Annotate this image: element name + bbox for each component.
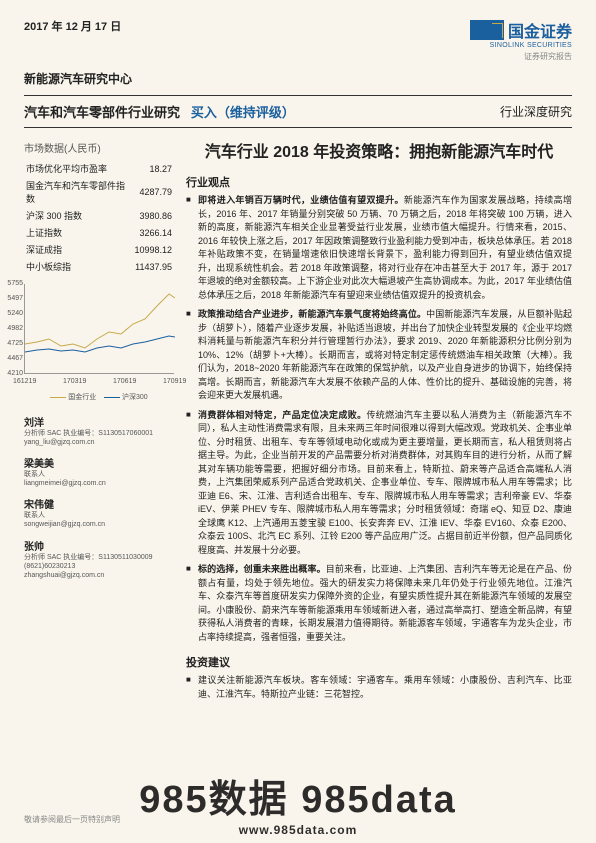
chart-legend: 国金行业 沪深300 [24, 392, 174, 402]
list-item: 建议关注新能源汽车板块。客车领域：宇通客车。乘用车领域：小康股份、吉利汽车、比亚… [186, 674, 572, 701]
logo-icon [470, 20, 504, 40]
table-row: 沪深 300 指数3980.86 [26, 208, 172, 223]
section-advice: 投资建议 [186, 654, 572, 670]
analyst-name: 张帅 [24, 538, 174, 553]
logo-sub: 证券研究报告 [470, 51, 572, 62]
logo-cn: 国金证券 [508, 18, 572, 42]
analyst-name: 宋伟健 [24, 496, 174, 511]
table-row: 国金汽车和汽车零部件指数4287.79 [26, 178, 172, 206]
chart-lines [25, 284, 175, 374]
broker-logo: 国金证券 SINOLINK SECURITIES 证券研究报告 [470, 18, 572, 62]
analyst-name: 梁美美 [24, 455, 174, 470]
research-center: 新能源汽车研究中心 [24, 70, 572, 87]
table-row: 深证成指10998.12 [26, 242, 172, 257]
title-bar: 汽车和汽车零部件行业研究 买入（维持评级） 行业深度研究 [24, 95, 572, 128]
analyst-meta: 分析师 SAC 执业编号：S1130517060001yang_liu@gjzq… [24, 429, 174, 447]
list-item: 消费群体相对特定，产品定位决定成败。传统燃油汽车主要以私人消费为主（新能源汽车不… [186, 409, 572, 558]
analyst-meta: 联系人liangmeimei@gjzq.com.cn [24, 470, 174, 488]
logo-en: SINOLINK SECURITIES [470, 42, 572, 49]
advice-list: 建议关注新能源汽车板块。客车领域：宇通客车。乘用车领域：小康股份、吉利汽车、比亚… [186, 674, 572, 701]
table-row: 上证指数3266.14 [26, 225, 172, 240]
industry-name: 汽车和汽车零部件行业研究 [24, 105, 180, 120]
analyst-meta: 联系人songweijian@gjzq.com.cn [24, 511, 174, 529]
market-data-table: 市场优化平均市盈率18.27 国金汽车和汽车零部件指数4287.79 沪深 300 … [24, 159, 174, 276]
report-date: 2017 年 12 月 17 日 [24, 18, 121, 34]
doc-type: 行业深度研究 [500, 103, 572, 120]
main-title: 汽车行业 2018 年投资策略：拥抱新能源汽车时代 [186, 142, 572, 164]
analyst-block: 刘洋分析师 SAC 执业编号：S1130517060001yang_liu@gj… [24, 414, 174, 580]
section-viewpoint: 行业观点 [186, 174, 572, 190]
viewpoint-list: 即将进入年销百万辆时代，业绩估值有望双提升。新能源汽车作为国家发展战略，持续高增… [186, 194, 572, 644]
index-chart: 5755549752404982472544674210 16121917031… [24, 284, 174, 374]
rating: 买入（维持评级） [191, 105, 295, 120]
list-item: 标的选择，创重未来胜出概率。目前来看，比亚迪、上汽集团、吉利汽车等无论是在产品、… [186, 563, 572, 644]
table-row: 市场优化平均市盈率18.27 [26, 161, 172, 176]
table-row: 中小板综指11437.95 [26, 259, 172, 274]
footer-note: 敬请参阅最后一页特别声明 [24, 814, 120, 825]
list-item: 即将进入年销百万辆时代，业绩估值有望双提升。新能源汽车作为国家发展战略，持续高增… [186, 194, 572, 302]
analyst-name: 刘洋 [24, 414, 174, 429]
market-data-label: 市场数据(人民币) [24, 140, 174, 155]
watermark: 985数据 985data www.985data.com [0, 768, 596, 837]
analyst-meta: 分析师 SAC 执业编号：S1130511030009(8621)6023021… [24, 553, 174, 580]
list-item: 政策推动结合产业进步，新能源汽车景气度将始终高位。中国新能源汽车发展，从巨额补贴… [186, 308, 572, 403]
